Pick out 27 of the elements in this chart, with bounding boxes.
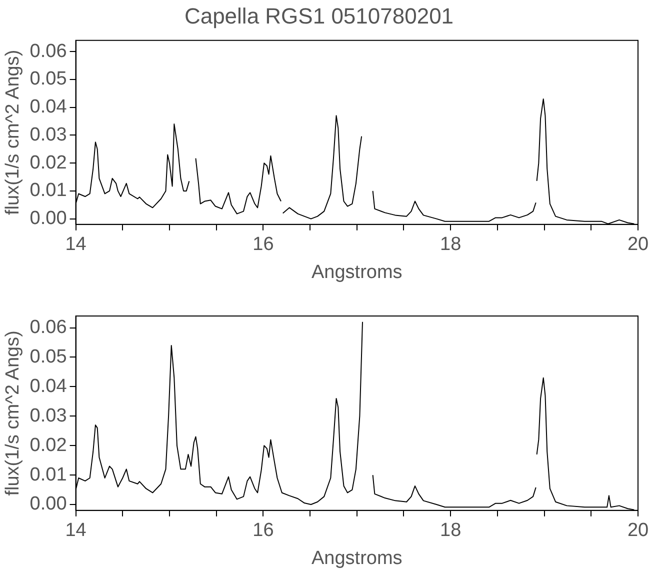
- x-tick-label: 18: [440, 234, 462, 256]
- y-tick-label: 0.02: [30, 152, 67, 174]
- y-tick-label: 0.04: [30, 376, 68, 397]
- x-tick-label: 20: [627, 234, 649, 256]
- x-tick-label: 16: [252, 520, 274, 542]
- y-tick-label: 0.02: [30, 434, 67, 456]
- chart-title: Capella RGS1 0510780201: [184, 3, 454, 28]
- x-tick-label: 14: [65, 234, 87, 256]
- y-tick-label: 0.00: [30, 208, 67, 230]
- y-axis-title: flux(1/s cm^2 Angs): [2, 50, 24, 215]
- x-tick-label: 16: [252, 234, 274, 256]
- x-axis-title: Angstroms: [311, 262, 402, 283]
- y-tick-label: 0.03: [30, 124, 67, 146]
- y-tick-label: 0.06: [30, 317, 67, 338]
- x-tick-label: 20: [627, 520, 649, 542]
- y-axis-title: flux(1/s cm^2 Angs): [2, 330, 24, 496]
- y-tick-label: 0.04: [30, 96, 68, 118]
- y-tick-label: 0.05: [30, 346, 67, 368]
- y-tick-label: 0.03: [30, 405, 67, 426]
- x-tick-label: 14: [65, 520, 87, 542]
- y-tick-label: 0.05: [30, 68, 67, 90]
- x-tick-label: 18: [440, 520, 462, 542]
- y-tick-label: 0.01: [30, 180, 67, 202]
- y-tick-label: 0.00: [30, 494, 67, 515]
- x-axis-title: Angstroms: [311, 548, 402, 569]
- y-tick-label: 0.01: [30, 464, 67, 486]
- y-tick-label: 0.06: [30, 40, 67, 62]
